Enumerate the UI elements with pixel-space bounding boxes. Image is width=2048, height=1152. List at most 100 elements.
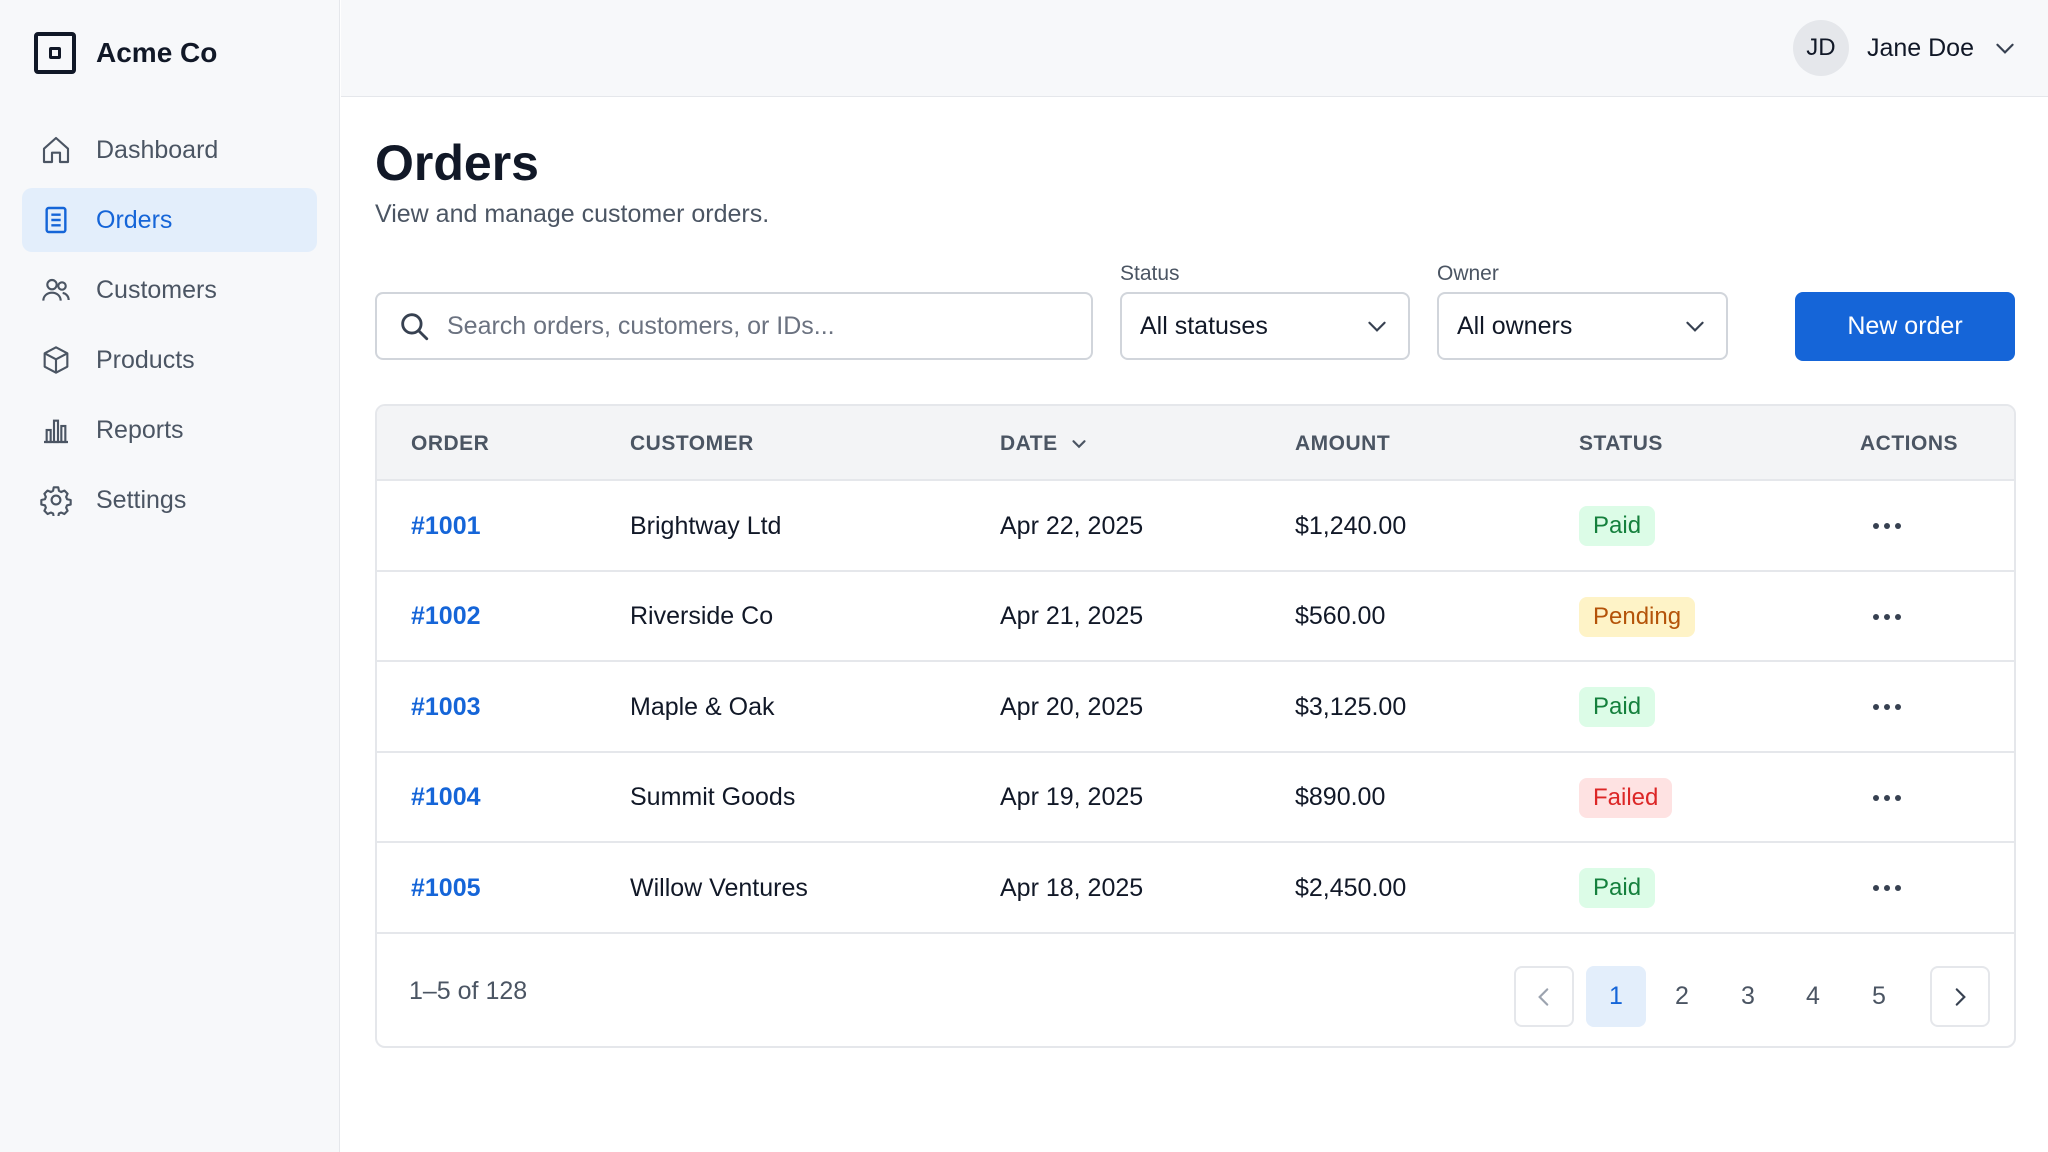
table-row[interactable]: #1002 Riverside Co Apr 21, 2025 $560.00 Pend… — [377, 572, 2014, 662]
ellipsis-icon — [1873, 523, 1901, 529]
status-badge: Paid — [1579, 506, 1656, 546]
search-icon — [401, 313, 429, 341]
page-number-1[interactable]: 1 — [1586, 966, 1646, 1027]
status-badge: Pending — [1579, 596, 1696, 637]
sidebar-nav: Dashboard Orders Customers Products Repo… — [22, 118, 317, 538]
chevron-left-icon — [1538, 987, 1549, 1006]
sidebar-item-label: Reports — [96, 415, 184, 444]
status-filter-label: Status — [1120, 262, 1180, 285]
chevron-down-icon — [1686, 321, 1704, 332]
date-cell: Apr 21, 2025 — [1000, 602, 1144, 630]
ellipsis-icon — [1873, 885, 1901, 891]
new-order-button[interactable]: New order — [1795, 292, 2015, 361]
gear-icon — [40, 486, 72, 516]
sidebar-item-label: Products — [96, 345, 195, 374]
sidebar-item-orders[interactable]: Orders — [22, 188, 317, 252]
table-body: #1001 Brightway Ltd Apr 22, 2025 $1,240.00 P… — [377, 481, 2014, 934]
date-cell: Apr 19, 2025 — [1000, 783, 1144, 811]
sidebar-item-label: Orders — [96, 205, 173, 234]
orders-table: ORDER CUSTOMER DATE AMOUNT STATUS ACTION… — [375, 404, 2016, 1048]
search-box[interactable] — [375, 292, 1093, 360]
status-cell: Pending — [1579, 572, 1696, 662]
document-icon — [45, 206, 67, 234]
user-name: Jane Doe — [1866, 33, 1974, 62]
sidebar-item-dashboard[interactable]: Dashboard — [22, 118, 317, 182]
sidebar-item-label: Settings — [96, 485, 187, 514]
sidebar-item-customers[interactable]: Customers — [22, 258, 317, 322]
sidebar-item-settings[interactable]: Settings — [22, 468, 317, 532]
column-header-date[interactable]: DATE — [1000, 406, 1090, 481]
status-cell: Paid — [1579, 843, 1656, 933]
next-page-button[interactable] — [1930, 966, 1990, 1027]
pagination-range: 1–5 of 128 — [409, 976, 528, 1005]
ellipsis-icon — [1873, 704, 1901, 710]
order-id-link[interactable]: #1001 — [411, 511, 481, 540]
owner-filter-value: All owners — [1457, 311, 1573, 340]
sidebar-item-products[interactable]: Products — [22, 328, 317, 392]
customer-cell: Riverside Co — [630, 602, 774, 630]
customer-cell: Maple & Oak — [630, 692, 775, 721]
user-menu[interactable]: JD Jane Doe — [1792, 20, 2018, 76]
sidebar-item-label: Customers — [96, 275, 217, 304]
table-row[interactable]: #1004 Summit Goods Apr 19, 2025 $890.00 Fail… — [377, 753, 2014, 843]
column-header-amount[interactable]: AMOUNT — [1295, 431, 1391, 455]
sidebar: Acme Co Dashboard Orders Customers Produ… — [0, 0, 340, 1152]
bar-chart-icon — [44, 419, 68, 444]
status-cell: Failed — [1579, 753, 1673, 843]
avatar: JD — [1792, 20, 1849, 76]
actions-cell — [1867, 481, 1907, 571]
status-badge: Paid — [1579, 868, 1656, 908]
date-cell: Apr 22, 2025 — [1000, 511, 1144, 540]
table-row[interactable]: #1005 Willow Ventures Apr 18, 2025 $2,450.0… — [377, 843, 2014, 934]
more-actions-button[interactable] — [1867, 687, 1907, 727]
customer-cell: Willow Ventures — [630, 873, 808, 902]
order-id-link[interactable]: #1003 — [411, 692, 481, 721]
page-number-3[interactable]: 3 — [1741, 982, 1755, 1010]
actions-cell — [1867, 662, 1907, 752]
chevron-down-icon — [1368, 321, 1386, 332]
order-id-link[interactable]: #1005 — [411, 873, 481, 902]
column-header-actions: ACTIONS — [1860, 431, 1958, 455]
more-actions-button[interactable] — [1867, 506, 1907, 546]
order-id-link[interactable]: #1002 — [411, 602, 481, 630]
status-filter-select[interactable]: All statuses — [1120, 292, 1410, 360]
owner-filter-select[interactable]: All owners — [1437, 292, 1728, 360]
sidebar-item-label: Dashboard — [96, 135, 219, 164]
actions-cell — [1867, 753, 1907, 843]
status-badge: Failed — [1579, 777, 1673, 818]
page-subtitle: View and manage customer orders. — [375, 200, 770, 228]
logo-icon — [34, 32, 76, 74]
column-header-date-label: DATE — [1000, 431, 1058, 455]
status-badge: Paid — [1579, 687, 1656, 727]
column-header-customer[interactable]: CUSTOMER — [630, 431, 754, 455]
sort-chevron-down-icon — [1072, 439, 1086, 448]
brand[interactable]: Acme Co — [34, 32, 217, 74]
actions-cell — [1867, 843, 1907, 933]
column-header-order[interactable]: ORDER — [411, 431, 490, 455]
amount-cell: $890.00 — [1295, 783, 1386, 811]
order-id-link[interactable]: #1004 — [411, 783, 481, 811]
table-row[interactable]: #1001 Brightway Ltd Apr 22, 2025 $1,240.00 P… — [377, 481, 2014, 572]
table-row[interactable]: #1003 Maple & Oak Apr 20, 2025 $3,125.00 Pai… — [377, 662, 2014, 753]
amount-cell: $1,240.00 — [1295, 511, 1407, 540]
actions-cell — [1867, 572, 1907, 662]
sidebar-item-reports[interactable]: Reports — [22, 398, 317, 462]
brand-name: Acme Co — [96, 37, 218, 68]
more-actions-button[interactable] — [1867, 868, 1907, 908]
owner-filter-label: Owner — [1437, 262, 1499, 285]
page-number-2[interactable]: 2 — [1675, 982, 1689, 1010]
table-footer: 1–5 of 128 1 2 3 4 5 — [377, 934, 2014, 1046]
page-number-5[interactable]: 5 — [1872, 982, 1886, 1010]
date-cell: Apr 18, 2025 — [1000, 873, 1144, 902]
page-number-4[interactable]: 4 — [1806, 982, 1820, 1010]
status-filter-value: All statuses — [1140, 311, 1268, 340]
amount-cell: $2,450.00 — [1295, 873, 1407, 902]
previous-page-button[interactable] — [1514, 966, 1574, 1027]
column-header-status[interactable]: STATUS — [1579, 431, 1663, 455]
box-icon — [43, 346, 69, 374]
page-title: Orders — [375, 135, 539, 191]
more-actions-button[interactable] — [1867, 597, 1907, 637]
search-input[interactable] — [447, 311, 1067, 341]
more-actions-button[interactable] — [1867, 778, 1907, 818]
status-cell: Paid — [1579, 481, 1656, 571]
